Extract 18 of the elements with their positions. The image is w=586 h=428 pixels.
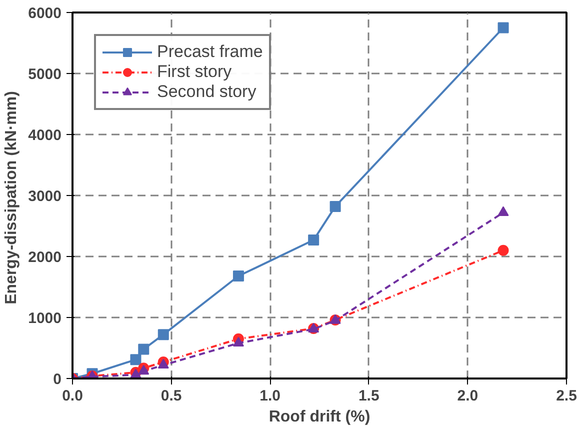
legend-label: First story: [157, 62, 232, 82]
y-tick-label: 6000: [28, 5, 62, 22]
legend-label: Second story: [157, 82, 256, 102]
y-tick-label: 2000: [28, 249, 62, 266]
y-axis-title: Energy-dissipation (kN·mm): [3, 91, 20, 304]
x-tick-label: 1.0: [260, 388, 281, 404]
y-tick-label: 5000: [28, 66, 62, 83]
y-tick-label: 1000: [28, 310, 62, 327]
x-tick-label: 2.0: [457, 388, 478, 404]
x-tick-label: 2.5: [556, 388, 577, 404]
y-tick-label: 3000: [28, 188, 62, 205]
y-tick-label: 0: [53, 371, 62, 388]
legend-label: Precast frame: [157, 42, 263, 62]
x-tick-label: 0.0: [62, 388, 83, 404]
x-tick-label: 0.5: [160, 388, 182, 404]
x-tick-label: 1.5: [358, 388, 380, 404]
y-tick-label: 4000: [28, 127, 62, 144]
x-axis-title: Roof drift (%): [268, 408, 370, 426]
